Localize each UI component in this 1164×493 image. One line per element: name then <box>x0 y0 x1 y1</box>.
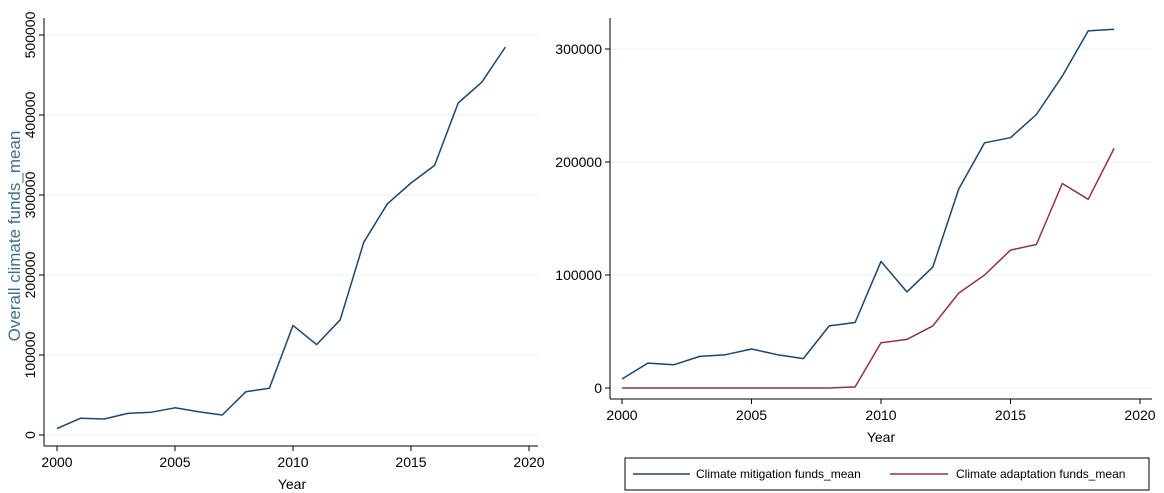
right-x-axis-title: Year <box>867 429 896 445</box>
y-tick-label: 400000 <box>22 91 38 138</box>
y-tick-label: 500000 <box>22 11 38 58</box>
left-series <box>56 46 507 430</box>
left-x-axis-title: Year <box>278 476 307 492</box>
left-y-ticks: 0 100000 200000 300000 400000 500000 <box>22 11 44 439</box>
left-x-ticks: 2000 2005 2010 2015 2020 <box>41 446 545 470</box>
x-tick-label: 2010 <box>865 407 896 423</box>
y-tick-label: 300000 <box>22 171 38 218</box>
y-tick-label: 100000 <box>22 331 38 378</box>
x-tick-label: 2005 <box>159 454 190 470</box>
y-tick-label: 200000 <box>22 251 38 298</box>
left-chart: 2000 2005 2010 2015 2020 0 100000 200000 300000… <box>5 11 545 492</box>
right-series <box>621 28 1115 389</box>
x-tick-label: 2020 <box>1124 407 1155 423</box>
right-x-ticks: 2000 2005 2010 2015 2020 <box>606 399 1156 423</box>
x-tick-label: 2020 <box>513 454 544 470</box>
x-tick-label: 2005 <box>736 407 767 423</box>
y-tick-label: 100000 <box>555 267 602 283</box>
right-chart: 2000 2005 2010 2015 2020 0 100000 200000 300000… <box>555 18 1156 491</box>
legend-label-mitigation: Climate mitigation funds_mean <box>696 467 861 481</box>
x-tick-label: 2010 <box>277 454 308 470</box>
series-line-2 <box>622 148 1115 389</box>
x-tick-label: 2015 <box>995 407 1026 423</box>
x-tick-label: 2000 <box>606 407 637 423</box>
y-tick-label: 300000 <box>555 41 602 57</box>
right-gridlines <box>610 48 1152 389</box>
series-line-1 <box>56 46 507 430</box>
y-tick-label: 200000 <box>555 154 602 170</box>
y-tick-label: 0 <box>22 431 38 439</box>
left-gridlines <box>44 34 538 436</box>
y-tick-label: 0 <box>594 380 602 396</box>
series-line-1 <box>621 28 1115 380</box>
legend-label-adaptation: Climate adaptation funds_mean <box>956 467 1125 481</box>
legend-box <box>624 457 1150 491</box>
legend: Climate mitigation funds_mean Climate ad… <box>624 457 1150 491</box>
left-y-axis-title: Overall climate funds_mean <box>5 131 24 342</box>
right-y-ticks: 0 100000 200000 300000 <box>555 41 610 396</box>
x-tick-label: 2015 <box>395 454 426 470</box>
x-tick-label: 2000 <box>41 454 72 470</box>
